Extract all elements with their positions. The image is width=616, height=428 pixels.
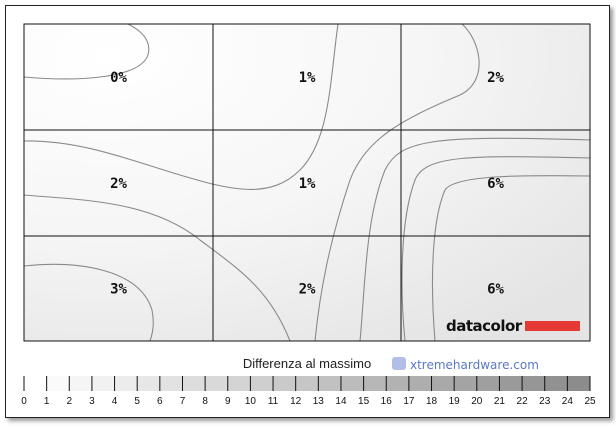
scale-swatch xyxy=(114,376,138,391)
scale-tick-label: 6 xyxy=(157,396,163,407)
scale-tick-label: 5 xyxy=(134,396,140,407)
scale-tick-label: 13 xyxy=(313,396,325,407)
contour-line xyxy=(23,263,154,342)
scale-tick-label: 15 xyxy=(358,396,370,407)
scale-swatch xyxy=(91,376,116,391)
scale-tick-label: 3 xyxy=(89,396,95,407)
scale-swatch xyxy=(567,376,591,391)
scale-swatch xyxy=(159,376,183,391)
contour-line xyxy=(431,175,591,342)
cell-value-label: 2% xyxy=(110,176,127,192)
scale-swatch xyxy=(431,376,455,391)
scale-swatch xyxy=(340,376,365,391)
scale-swatch xyxy=(24,376,48,391)
watermark: xtremehardware.com xyxy=(392,357,539,372)
scale-tick-label: 12 xyxy=(290,396,302,407)
cell-value-label: 2% xyxy=(487,70,504,86)
scale-swatch xyxy=(182,376,206,391)
scale-tick-label: 25 xyxy=(584,396,596,407)
scale-tick-label: 10 xyxy=(245,396,257,407)
scale-swatch xyxy=(273,376,297,391)
cell-value-label: 2% xyxy=(299,282,316,298)
grid-lines xyxy=(23,23,591,342)
scale-tick-label: 18 xyxy=(426,396,438,407)
scale-tick-label: 9 xyxy=(225,396,231,407)
scale-swatch xyxy=(46,376,70,391)
scale-swatch xyxy=(318,376,342,391)
scale-swatch xyxy=(363,376,387,391)
watermark-icon xyxy=(392,357,406,370)
scale-swatch xyxy=(295,376,319,391)
contour-line xyxy=(23,23,150,80)
scale-swatch xyxy=(69,376,93,391)
scale-swatch xyxy=(205,376,229,391)
scale-swatch xyxy=(386,376,410,391)
scale-swatch xyxy=(250,376,274,391)
datacolor-logo: datacolor xyxy=(446,317,580,335)
contour-line xyxy=(23,194,291,342)
color-scale: 0 1 2 3 4 5 6 7 8 9 10 11 12 13 14 15 16 17 18 19 20 21 22 23 24… xyxy=(21,376,596,407)
contour-lines xyxy=(23,23,591,342)
cell-value-label: 1% xyxy=(299,176,316,192)
contour-line xyxy=(401,156,591,342)
scale-tick-label: 7 xyxy=(180,396,186,407)
scale-tick-label: 24 xyxy=(562,396,574,407)
scale-swatch xyxy=(137,376,161,391)
scale-tick-label: 17 xyxy=(403,396,415,407)
scale-tick-label: 11 xyxy=(268,396,279,407)
scale-swatch xyxy=(227,376,251,391)
scale-tick-label: 2 xyxy=(66,396,72,407)
scale-tick-label: 1 xyxy=(44,396,50,407)
contour-line xyxy=(314,23,480,342)
scale-swatch xyxy=(454,376,478,391)
scale-tick-label: 8 xyxy=(202,396,208,407)
scale-tick-label: 21 xyxy=(494,396,506,407)
scale-swatch xyxy=(408,376,433,391)
svg-text:datacolor: datacolor xyxy=(446,317,523,335)
scale-tick-label: 19 xyxy=(449,396,461,407)
cell-value-label: 1% xyxy=(299,70,316,86)
scale-tick-label: 16 xyxy=(381,396,393,407)
contour-line xyxy=(359,137,591,342)
scale-title: Differenza al massimo xyxy=(243,356,371,371)
scale-swatch xyxy=(499,376,523,391)
heatmap-background xyxy=(24,24,590,341)
cell-value-label: 6% xyxy=(487,176,504,192)
scale-tick-label: 22 xyxy=(517,396,529,407)
contour-line xyxy=(23,23,339,190)
scale-swatch xyxy=(522,376,546,391)
scale-tick-label: 23 xyxy=(539,396,551,407)
scale-tick-label: 4 xyxy=(112,396,118,407)
cell-value-label: 6% xyxy=(487,282,504,298)
cell-value-label: 3% xyxy=(110,282,127,298)
watermark-text: xtremehardware.com xyxy=(410,358,539,372)
scale-tick-label: 0 xyxy=(21,396,27,407)
scale-swatch xyxy=(544,376,568,391)
cell-value-label: 0% xyxy=(110,70,127,86)
scale-tick-label: 14 xyxy=(335,396,347,407)
scale-swatch xyxy=(476,376,500,391)
scale-tick-label: 20 xyxy=(471,396,483,407)
